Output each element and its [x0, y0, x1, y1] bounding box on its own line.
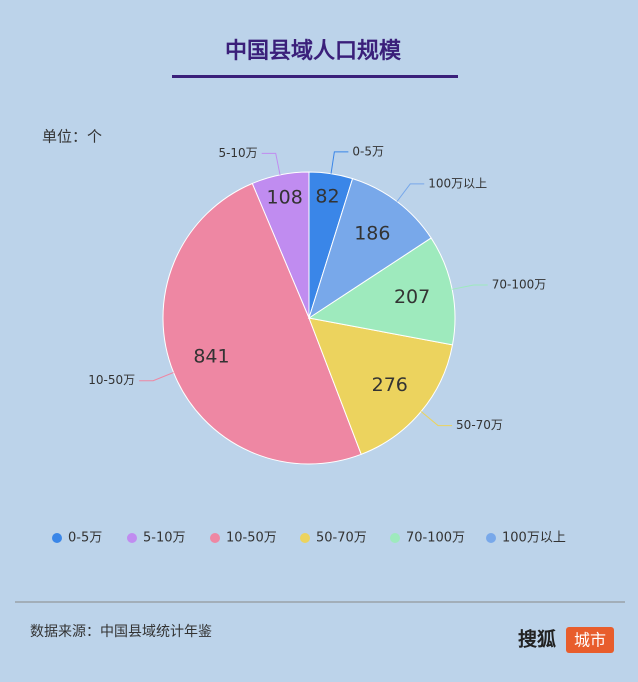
- legend-label: 10-50万: [226, 531, 277, 546]
- logo: 搜狐: [518, 628, 556, 651]
- pie-slice: [308, 317, 454, 455]
- value-label: 276: [372, 374, 408, 396]
- value-label: 841: [193, 346, 229, 368]
- logo-badge: 城市: [574, 631, 606, 650]
- legend-swatch: [486, 533, 496, 543]
- legend-swatch: [300, 533, 310, 543]
- title-underline: [172, 75, 458, 78]
- pie-slice: [162, 182, 362, 465]
- leader-line: [396, 183, 425, 202]
- value-label: 82: [315, 185, 339, 207]
- legend-swatch: [52, 533, 62, 543]
- value-label: 186: [354, 223, 390, 245]
- leader-line: [420, 411, 453, 427]
- legend-label: 50-70万: [316, 531, 367, 546]
- legend-swatch: [127, 533, 137, 543]
- unit-label: 单位：个: [42, 128, 102, 146]
- slice-label: 100万以上: [428, 176, 487, 190]
- slice-label: 0-5万: [352, 144, 384, 158]
- logo-badge-bg: [566, 627, 614, 653]
- slice-label: 5-10万: [218, 146, 257, 160]
- slice-label: 10-50万: [88, 373, 135, 387]
- slice-label: 50-70万: [456, 418, 503, 432]
- legend-label: 5-10万: [143, 531, 186, 546]
- leader-line: [139, 372, 174, 382]
- legend-swatch: [210, 533, 220, 543]
- leader-line: [330, 151, 349, 174]
- leader-line: [452, 284, 488, 290]
- slice-label: 70-100万: [492, 277, 547, 291]
- leader-line: [261, 152, 281, 175]
- chart-title: 中国县域人口规模: [225, 38, 402, 64]
- legend-swatch: [390, 533, 400, 543]
- legend-label: 100万以上: [502, 531, 566, 546]
- legend-label: 0-5万: [68, 531, 102, 546]
- legend-label: 70-100万: [406, 531, 465, 546]
- value-label: 108: [267, 186, 303, 208]
- value-label: 207: [394, 286, 430, 308]
- source: 数据来源：中国县域统计年鉴: [30, 624, 212, 640]
